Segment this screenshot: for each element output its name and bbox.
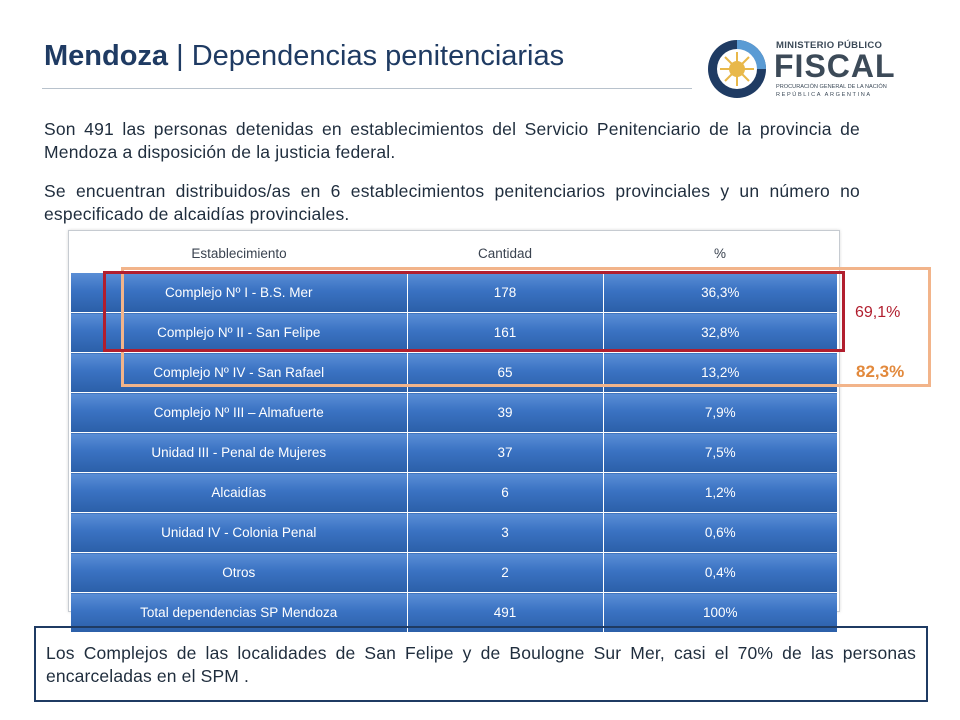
cell-porcentaje: 7,5% (603, 432, 837, 473)
cell-porcentaje: 0,6% (603, 512, 837, 553)
table-row: Unidad IV - Colonia Penal 3 0,6% (71, 512, 837, 553)
logo-line-1: MINISTERIO PÚBLICO (776, 40, 883, 51)
cell-establecimiento: Otros (71, 552, 408, 593)
cell-cantidad: 2 (407, 552, 604, 593)
cell-porcentaje: 1,2% (603, 472, 837, 513)
highlight-box-red (103, 271, 845, 352)
logo-line-3: PROCURACIÓN GENERAL DE LA NACIÓN (776, 84, 887, 90)
cell-establecimiento: Complejo Nº I - B.S. Mer (71, 273, 408, 313)
cell-cantidad: 6 (407, 472, 604, 513)
intro-paragraph: Son 491 las personas detenidas en establ… (44, 119, 860, 162)
cell-porcentaje: 0,4% (603, 552, 837, 593)
title-divider (42, 88, 692, 89)
cell-porcentaje: 7,9% (603, 392, 837, 433)
cell-cantidad: 161 (407, 312, 604, 353)
page-title-rest: | Dependencias penitenciarias (168, 40, 565, 72)
cell-establecimiento: Unidad III - Penal de Mujeres (71, 432, 408, 473)
table-header-row: Establecimiento Cantidad % (71, 233, 837, 273)
cell-cantidad: 37 (407, 432, 604, 473)
table-row: Complejo Nº I - B.S. Mer 178 36,3% (71, 273, 837, 313)
header-cantidad: Cantidad (407, 233, 603, 273)
cell-establecimiento: Complejo Nº III – Almafuerte (71, 392, 408, 433)
logo-line-4: REPÚBLICA ARGENTINA (776, 92, 872, 98)
page-title-bold: Mendoza (44, 40, 169, 72)
distribution-paragraph: Se encuentran distribuidos/as en 6 estab… (44, 181, 860, 224)
cell-cantidad: 3 (407, 512, 604, 553)
conclusion-note: Los Complejos de las localidades de San … (34, 626, 928, 702)
establishments-table: Establecimiento Cantidad % Complejo Nº I… (68, 230, 840, 633)
table-row: Otros 2 0,4% (71, 552, 837, 593)
table-row: Complejo Nº II - San Felipe 161 32,8% (71, 312, 837, 353)
table-row: Unidad III - Penal de Mujeres 37 7,5% (71, 432, 837, 473)
ministerio-publico-fiscal-logo: MINISTERIO PÚBLICO FISCAL PROCURACIÓN GE… (706, 38, 896, 102)
logo-line-2: FISCAL (774, 48, 896, 84)
highlight-label-orange: 82,3% (856, 362, 905, 381)
table-row: Complejo Nº III – Almafuerte 39 7,9% (71, 392, 837, 433)
cell-cantidad: 39 (407, 392, 604, 433)
cell-establecimiento: Alcaidías (71, 472, 408, 513)
cell-porcentaje: 36,3% (603, 273, 837, 313)
table-row: Alcaidías 6 1,2% (71, 472, 837, 513)
cell-cantidad: 178 (407, 273, 604, 313)
highlight-box-orange (121, 267, 931, 387)
page-title: Mendoza | Dependencias penitenciarias (44, 40, 564, 73)
cell-porcentaje: 32,8% (603, 312, 837, 353)
sun-emblem-icon (708, 40, 766, 98)
highlight-label-red: 69,1% (855, 304, 901, 321)
cell-establecimiento: Complejo Nº II - San Felipe (71, 312, 408, 353)
header-establecimiento: Establecimiento (71, 233, 407, 273)
cell-establecimiento: Unidad IV - Colonia Penal (71, 512, 408, 553)
header-porcentaje: % (603, 233, 837, 273)
